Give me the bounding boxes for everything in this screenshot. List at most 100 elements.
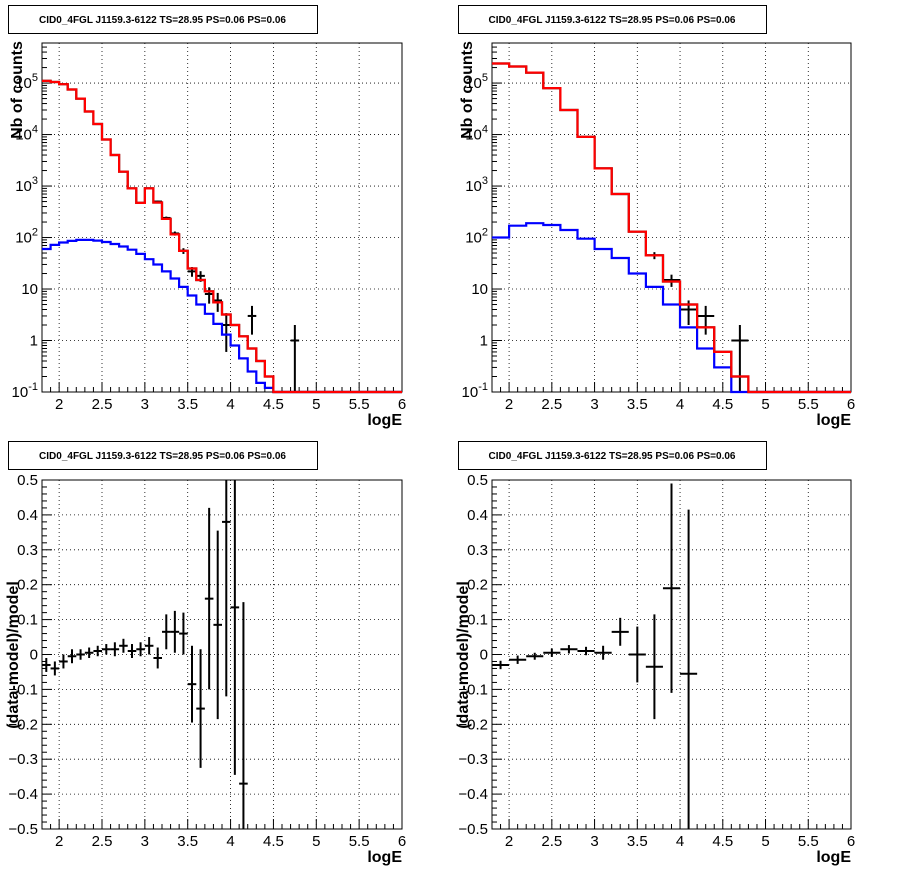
x-tick-label: 2.5 [92,396,113,413]
data-point [628,626,646,683]
y-tick-label: 10-1 [12,381,38,401]
data-point [543,648,561,657]
data-point [153,647,162,669]
x-tick-label: 2 [55,833,63,850]
x-tick-label: 2.5 [92,833,113,850]
data-point [59,654,68,669]
x-tick-label: 6 [847,396,855,413]
x-tick-label: 4 [226,396,234,413]
data-point [611,617,629,646]
x-axis-label: logE [816,412,851,429]
plot-frame [491,42,852,393]
data-point [577,646,595,656]
x-tick-label: 4 [676,396,684,413]
data-point [662,483,681,693]
y-tick-label: 0.5 [467,472,488,489]
y-tick-label: 103 [15,175,38,195]
panel-4: CID0_4FGL J1159.3-6122 TS=28.95 PS=0.06 … [455,441,855,866]
y-tick-label: 104 [15,124,38,144]
y-tick-label: 0.2 [467,577,488,594]
y-tick-label: 0.4 [467,507,488,524]
x-tick-label: 3.5 [627,833,648,850]
series-2-step-line [42,238,402,394]
data-point [509,655,527,664]
data-point [731,325,749,392]
y-tick-label: 10 [21,281,38,298]
x-tick-label: 4.5 [263,833,284,850]
title-box [458,441,767,470]
panel-1: CID0_4FGL J1159.3-6122 TS=28.95 PS=0.06 … [8,5,406,429]
data-point [84,647,94,658]
x-tick-label: 4.5 [712,396,733,413]
x-tick-label: 2 [55,396,63,413]
y-tick-label: 0.2 [17,577,38,594]
series-3-step-line [42,79,402,394]
x-tick-label: 6 [398,396,406,413]
y-tick-label: 1 [30,333,38,350]
x-tick-label: 4 [226,833,234,850]
x-tick-label: 5 [761,833,769,850]
panel-2: CID0_4FGL J1159.3-6122 TS=28.95 PS=0.06 … [458,5,855,429]
data-point [136,642,145,657]
y-tick-label: −0.5 [8,821,38,838]
x-tick-label: 4.5 [263,396,284,413]
x-tick-label: 5 [312,833,320,850]
data-point [213,530,222,720]
y-tick-label: 0.4 [17,507,38,524]
x-tick-label: 5.5 [798,833,819,850]
data-point [67,649,77,664]
y-tick-label: 0 [480,647,488,664]
x-tick-label: 2.5 [541,833,562,850]
chart-title: CID0_4FGL J1159.3-6122 TS=28.95 PS=0.06 … [489,15,736,26]
y-tick-label: 105 [15,72,38,92]
y-tick-label: 0 [30,647,38,664]
y-tick-label: −0.5 [458,821,488,838]
x-tick-label: 4.5 [712,833,733,850]
x-tick-label: 3 [590,396,598,413]
x-tick-label: 2 [505,833,513,850]
panel-3: CID0_4FGL J1159.3-6122 TS=28.95 PS=0.06 … [5,441,406,866]
data-point [526,652,544,660]
x-axis-label: logE [367,849,402,866]
y-tick-label: 105 [465,72,488,92]
y-tick-label: 10 [471,281,488,298]
series-4-step-line [492,62,851,394]
y-tick-label: 103 [465,175,488,195]
y-tick-label: −0.1 [458,681,488,698]
x-tick-label: 3.5 [177,833,198,850]
chart-title: CID0_4FGL J1159.3-6122 TS=28.95 PS=0.06 … [39,451,286,462]
y-tick-label: −0.2 [8,716,38,733]
y-tick-label: −0.1 [8,681,38,698]
data-point [110,642,120,657]
y-tick-label: 0.1 [17,612,38,629]
series-4-step-line [42,79,402,394]
x-tick-label: 3 [141,833,149,850]
data-point [204,507,214,690]
data-point [560,645,578,654]
data-point [645,614,663,720]
data-point [222,480,231,697]
x-tick-label: 3 [141,396,149,413]
x-tick-label: 4 [676,833,684,850]
y-axis-label: Nb of counts [459,41,476,139]
y-tick-label: 0.5 [17,472,38,489]
y-tick-label: −0.4 [458,786,488,803]
data-point [222,313,231,352]
y-tick-label: −0.3 [458,751,488,768]
data-point [697,305,715,335]
x-tick-label: 6 [398,833,406,850]
x-tick-label: 6 [847,833,855,850]
plot-frame [41,42,403,393]
data-point [102,644,111,655]
data-point [239,602,248,829]
chart-title: CID0_4FGL J1159.3-6122 TS=28.95 PS=0.06 … [489,451,736,462]
x-tick-label: 2.5 [541,396,562,413]
x-tick-label: 5.5 [349,833,370,850]
data-point [187,645,197,723]
y-tick-label: 102 [465,227,488,247]
series-3-step-line [492,62,851,394]
y-tick-label: −0.2 [458,716,488,733]
x-tick-label: 5.5 [349,396,370,413]
x-tick-label: 2 [505,396,513,413]
